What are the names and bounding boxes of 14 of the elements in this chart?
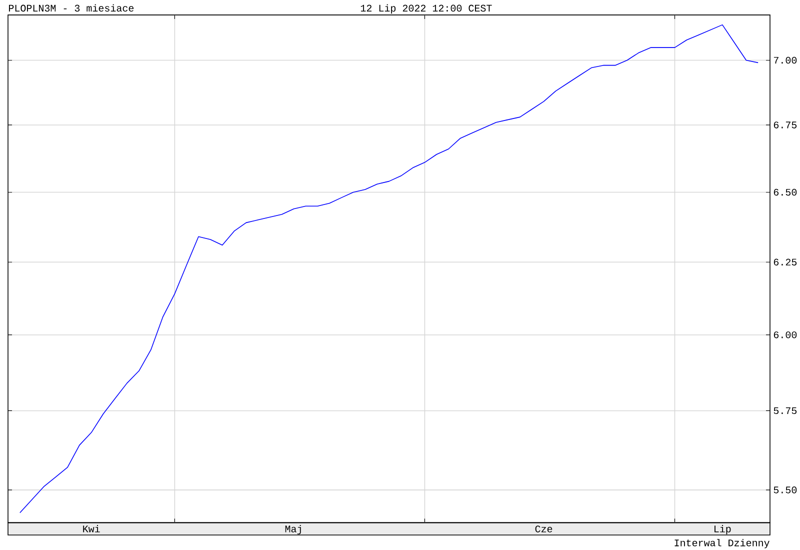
text: Interwal Dzienny	[674, 538, 770, 548]
y-tick-label: 5.75	[774, 407, 797, 414]
y-tick-label: 6.25	[774, 258, 797, 266]
x-tick-label: Kwi	[83, 525, 100, 532]
y-tick-label: 5.50	[774, 486, 797, 494]
x-tick-label: Lip	[714, 525, 731, 534]
x-tick-label: Maj	[285, 525, 301, 534]
y-tick-label: 7.00	[774, 56, 797, 64]
chart-title: PLOPLN3M - 3 miesiace	[8, 4, 134, 12]
y-tick-label: 6.75	[774, 122, 797, 128]
x-tick-label: Cze	[535, 526, 552, 532]
y-tick-label: 6.50	[774, 188, 797, 196]
chart-subtitle: 12 Lip 2022 12:00 CEST	[360, 4, 492, 14]
y-tick-label: 6.00	[774, 331, 797, 338]
